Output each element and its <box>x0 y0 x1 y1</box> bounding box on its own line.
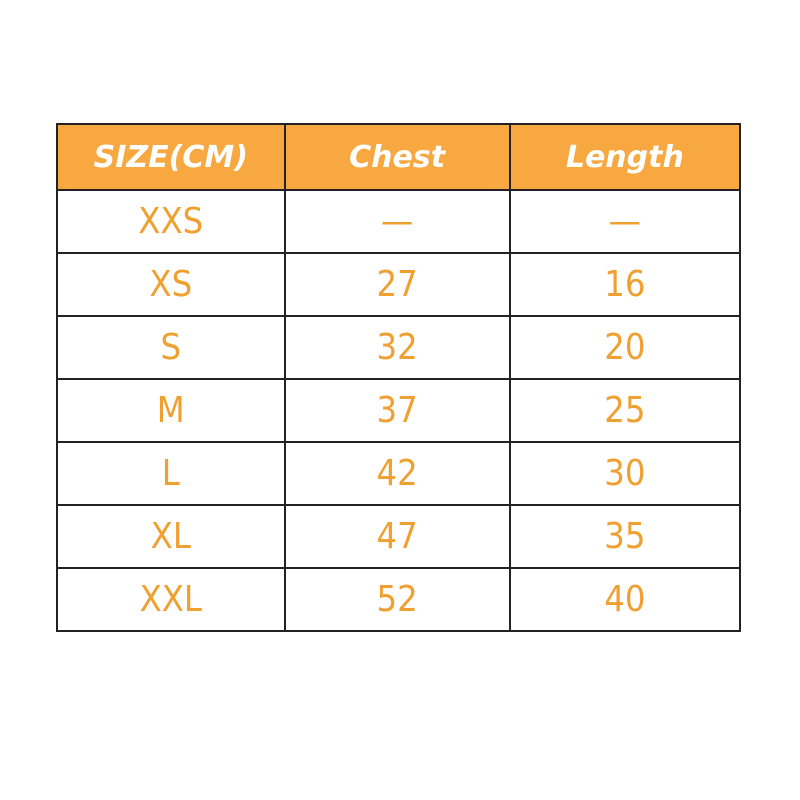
length-cell: 35 <box>508 504 742 569</box>
header-length: Length <box>508 123 742 191</box>
chest-cell: 52 <box>283 567 511 632</box>
size-cell: XS <box>56 252 286 317</box>
length-cell: 16 <box>508 252 742 317</box>
size-chart-table: SIZE(CM) Chest Length XXS — — XS 27 16 S 32 20 M 3… <box>56 123 742 632</box>
chest-cell: — <box>283 189 511 254</box>
header-size: SIZE(CM) <box>56 123 286 191</box>
size-cell: XXL <box>56 567 286 632</box>
header-row: SIZE(CM) Chest Length <box>56 123 742 191</box>
length-cell: — <box>508 189 742 254</box>
chest-cell: 27 <box>283 252 511 317</box>
table-row: S 32 20 <box>56 315 742 380</box>
table-row: XL 47 35 <box>56 504 742 569</box>
chest-cell: 42 <box>283 441 511 506</box>
table-row: XXS — — <box>56 189 742 254</box>
size-cell: XL <box>56 504 286 569</box>
table-row: XS 27 16 <box>56 252 742 317</box>
length-cell: 20 <box>508 315 742 380</box>
table-row: M 37 25 <box>56 378 742 443</box>
size-cell: XXS <box>56 189 286 254</box>
length-cell: 25 <box>508 378 742 443</box>
length-cell: 40 <box>508 567 742 632</box>
size-cell: L <box>56 441 286 506</box>
table-row: XXL 52 40 <box>56 567 742 632</box>
chest-cell: 37 <box>283 378 511 443</box>
chest-cell: 32 <box>283 315 511 380</box>
length-cell: 30 <box>508 441 742 506</box>
table-row: L 42 30 <box>56 441 742 506</box>
size-cell: M <box>56 378 286 443</box>
chest-cell: 47 <box>283 504 511 569</box>
header-chest: Chest <box>283 123 511 191</box>
size-cell: S <box>56 315 286 380</box>
